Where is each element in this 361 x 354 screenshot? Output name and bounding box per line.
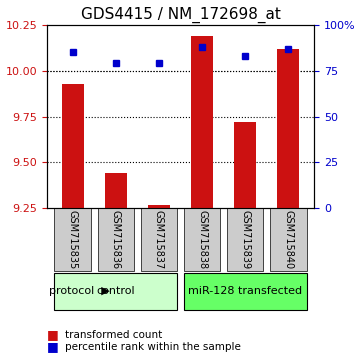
Bar [191, 36, 213, 208]
Text: percentile rank within the sample: percentile rank within the sample [65, 342, 241, 352]
FancyBboxPatch shape [97, 208, 134, 272]
Text: transformed count: transformed count [65, 330, 162, 339]
Bar [148, 205, 170, 208]
Bar [105, 173, 127, 208]
Text: GSM715838: GSM715838 [197, 210, 207, 269]
Text: GSM715840: GSM715840 [283, 210, 293, 269]
Text: GSM715839: GSM715839 [240, 210, 250, 269]
Text: ■: ■ [47, 328, 59, 341]
FancyBboxPatch shape [55, 208, 91, 272]
FancyBboxPatch shape [184, 208, 220, 272]
Text: protocol  ▶: protocol ▶ [49, 286, 110, 296]
FancyBboxPatch shape [270, 208, 306, 272]
Bar [62, 84, 83, 208]
Bar [278, 48, 299, 208]
Text: miR-128 transfected: miR-128 transfected [188, 286, 302, 296]
FancyBboxPatch shape [141, 208, 177, 272]
Text: GSM715836: GSM715836 [111, 210, 121, 269]
Bar [234, 122, 256, 208]
Text: GSM715837: GSM715837 [154, 210, 164, 269]
Text: ■: ■ [47, 341, 59, 353]
Title: GDS4415 / NM_172698_at: GDS4415 / NM_172698_at [81, 7, 280, 23]
FancyBboxPatch shape [184, 273, 306, 309]
FancyBboxPatch shape [227, 208, 264, 272]
Text: control: control [96, 286, 135, 296]
FancyBboxPatch shape [55, 273, 177, 309]
Text: GSM715835: GSM715835 [68, 210, 78, 269]
